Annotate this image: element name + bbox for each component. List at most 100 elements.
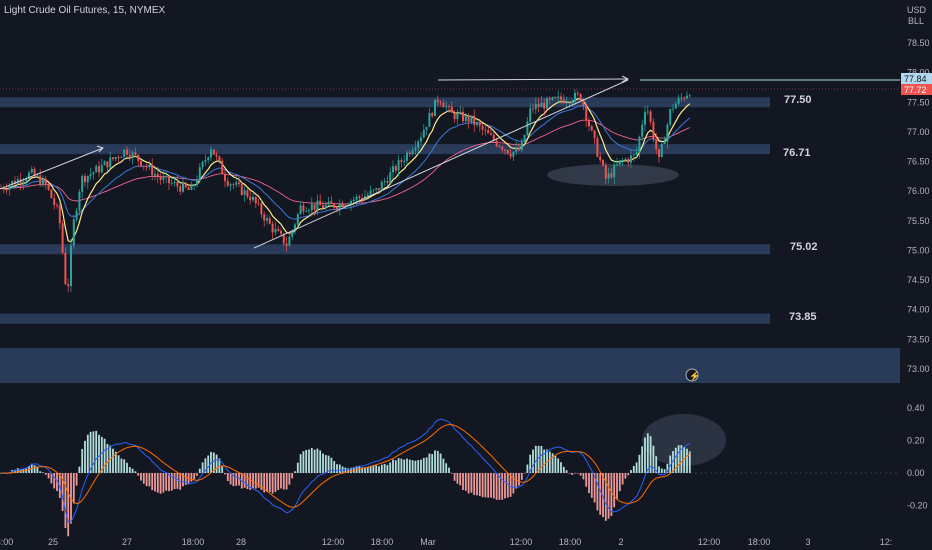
histogram-bar	[322, 453, 324, 473]
histogram-bar	[47, 473, 50, 479]
histogram-bar	[478, 473, 481, 496]
histogram-bar	[504, 473, 506, 499]
candle-body	[324, 204, 327, 209]
histogram-bar	[632, 465, 635, 473]
histogram-bar	[610, 473, 613, 516]
candle-body	[260, 203, 263, 215]
level-label-77-50: 77.50	[784, 94, 812, 106]
histogram-bar	[201, 462, 204, 473]
candle-body	[635, 152, 638, 155]
histogram-bar	[64, 473, 67, 529]
candle-body	[193, 185, 196, 187]
candle-body	[22, 181, 25, 184]
last-price-tag	[901, 84, 932, 95]
histogram-bar	[56, 473, 58, 492]
histogram-bar	[680, 445, 683, 473]
candle-body	[103, 161, 106, 166]
histogram-bar	[599, 473, 602, 515]
candle-body	[28, 172, 30, 180]
candle-body	[467, 115, 470, 123]
candle-body	[355, 196, 358, 200]
candle-body	[688, 95, 691, 97]
candle-body	[114, 157, 117, 160]
candle-body	[190, 185, 193, 190]
histogram-bar	[114, 451, 117, 473]
histogram-bar	[268, 473, 271, 492]
histogram-bar	[554, 455, 557, 473]
candle-body	[154, 174, 156, 176]
candle-body	[523, 134, 526, 142]
price-tick-label: 77.50	[907, 97, 930, 107]
macd-axis[interactable]: 0.40 0.20 0.00 -0.20	[907, 403, 928, 511]
candle-body	[551, 97, 554, 100]
candle-body	[462, 111, 464, 122]
candle-body	[386, 181, 389, 183]
histogram-bar	[683, 446, 686, 473]
candle-body	[644, 111, 646, 125]
price-axis[interactable]: 78.50 78.00 77.50 77.00 76.50 76.00 75.50 75.00…	[907, 38, 930, 374]
candle-body	[117, 157, 120, 158]
candle-body	[165, 176, 168, 178]
histogram-bar	[512, 473, 515, 494]
high-price-tag-text: 77.84	[904, 74, 927, 84]
candle-body	[613, 165, 616, 178]
histogram-bar	[431, 454, 434, 473]
candle-body	[140, 160, 142, 166]
candle-body	[274, 228, 277, 233]
level-band-0	[0, 97, 770, 108]
time-axis[interactable]: 18:00 25 27 18:00 28 12:00 18:00 Mar 12:00 18:00 2…	[0, 537, 892, 547]
histogram-bar	[142, 473, 145, 484]
histogram-bar	[638, 454, 641, 473]
histogram-bar	[89, 431, 92, 473]
macd-histogram	[0, 430, 691, 537]
candle-body	[478, 122, 481, 126]
histogram-bar	[310, 447, 313, 473]
histogram-bar	[464, 473, 467, 491]
candle-body	[540, 102, 543, 108]
candle-body	[630, 155, 632, 163]
candle-body	[210, 149, 212, 158]
histogram-bar	[232, 473, 235, 487]
histogram-bar	[490, 473, 492, 498]
candle-body	[456, 113, 459, 120]
histogram-bar	[658, 466, 660, 473]
histogram-bar	[523, 473, 526, 474]
histogram-bar	[330, 457, 333, 473]
candles	[0, 89, 691, 293]
price-tick-label: 78.00	[907, 68, 930, 78]
candle-body	[686, 95, 688, 99]
candle-body	[229, 184, 232, 186]
histogram-bar	[534, 445, 537, 473]
histogram-bar	[151, 473, 154, 491]
candle-body	[196, 180, 198, 186]
candle-body	[294, 224, 296, 231]
histogram-bar	[100, 436, 103, 473]
price-tick-label: 74.00	[907, 305, 930, 315]
histogram-bar	[442, 458, 445, 473]
candle-body	[394, 166, 397, 171]
candle-body	[464, 115, 467, 122]
histogram-bar	[296, 462, 299, 473]
histogram-bar	[529, 454, 532, 473]
histogram-bar	[67, 473, 70, 537]
candle-body	[333, 203, 336, 208]
candle-body	[137, 154, 140, 161]
candle-body	[378, 188, 380, 190]
level-band-1	[0, 144, 770, 155]
histogram-bar	[288, 473, 291, 485]
histogram-bar	[501, 473, 504, 500]
candle-body	[112, 157, 114, 160]
candle-body	[672, 108, 674, 110]
histogram-bar	[459, 473, 462, 486]
histogram-bar	[630, 470, 632, 473]
histogram-bar	[112, 448, 114, 473]
histogram-bar	[198, 468, 201, 473]
histogram-bar	[92, 431, 95, 473]
price-tick-label: 76.50	[907, 157, 930, 167]
arrowhead-1	[96, 145, 104, 153]
candle-body	[481, 125, 484, 130]
histogram-bar	[316, 448, 319, 473]
lightning-icon[interactable]	[685, 368, 699, 382]
candle-body	[641, 124, 644, 137]
